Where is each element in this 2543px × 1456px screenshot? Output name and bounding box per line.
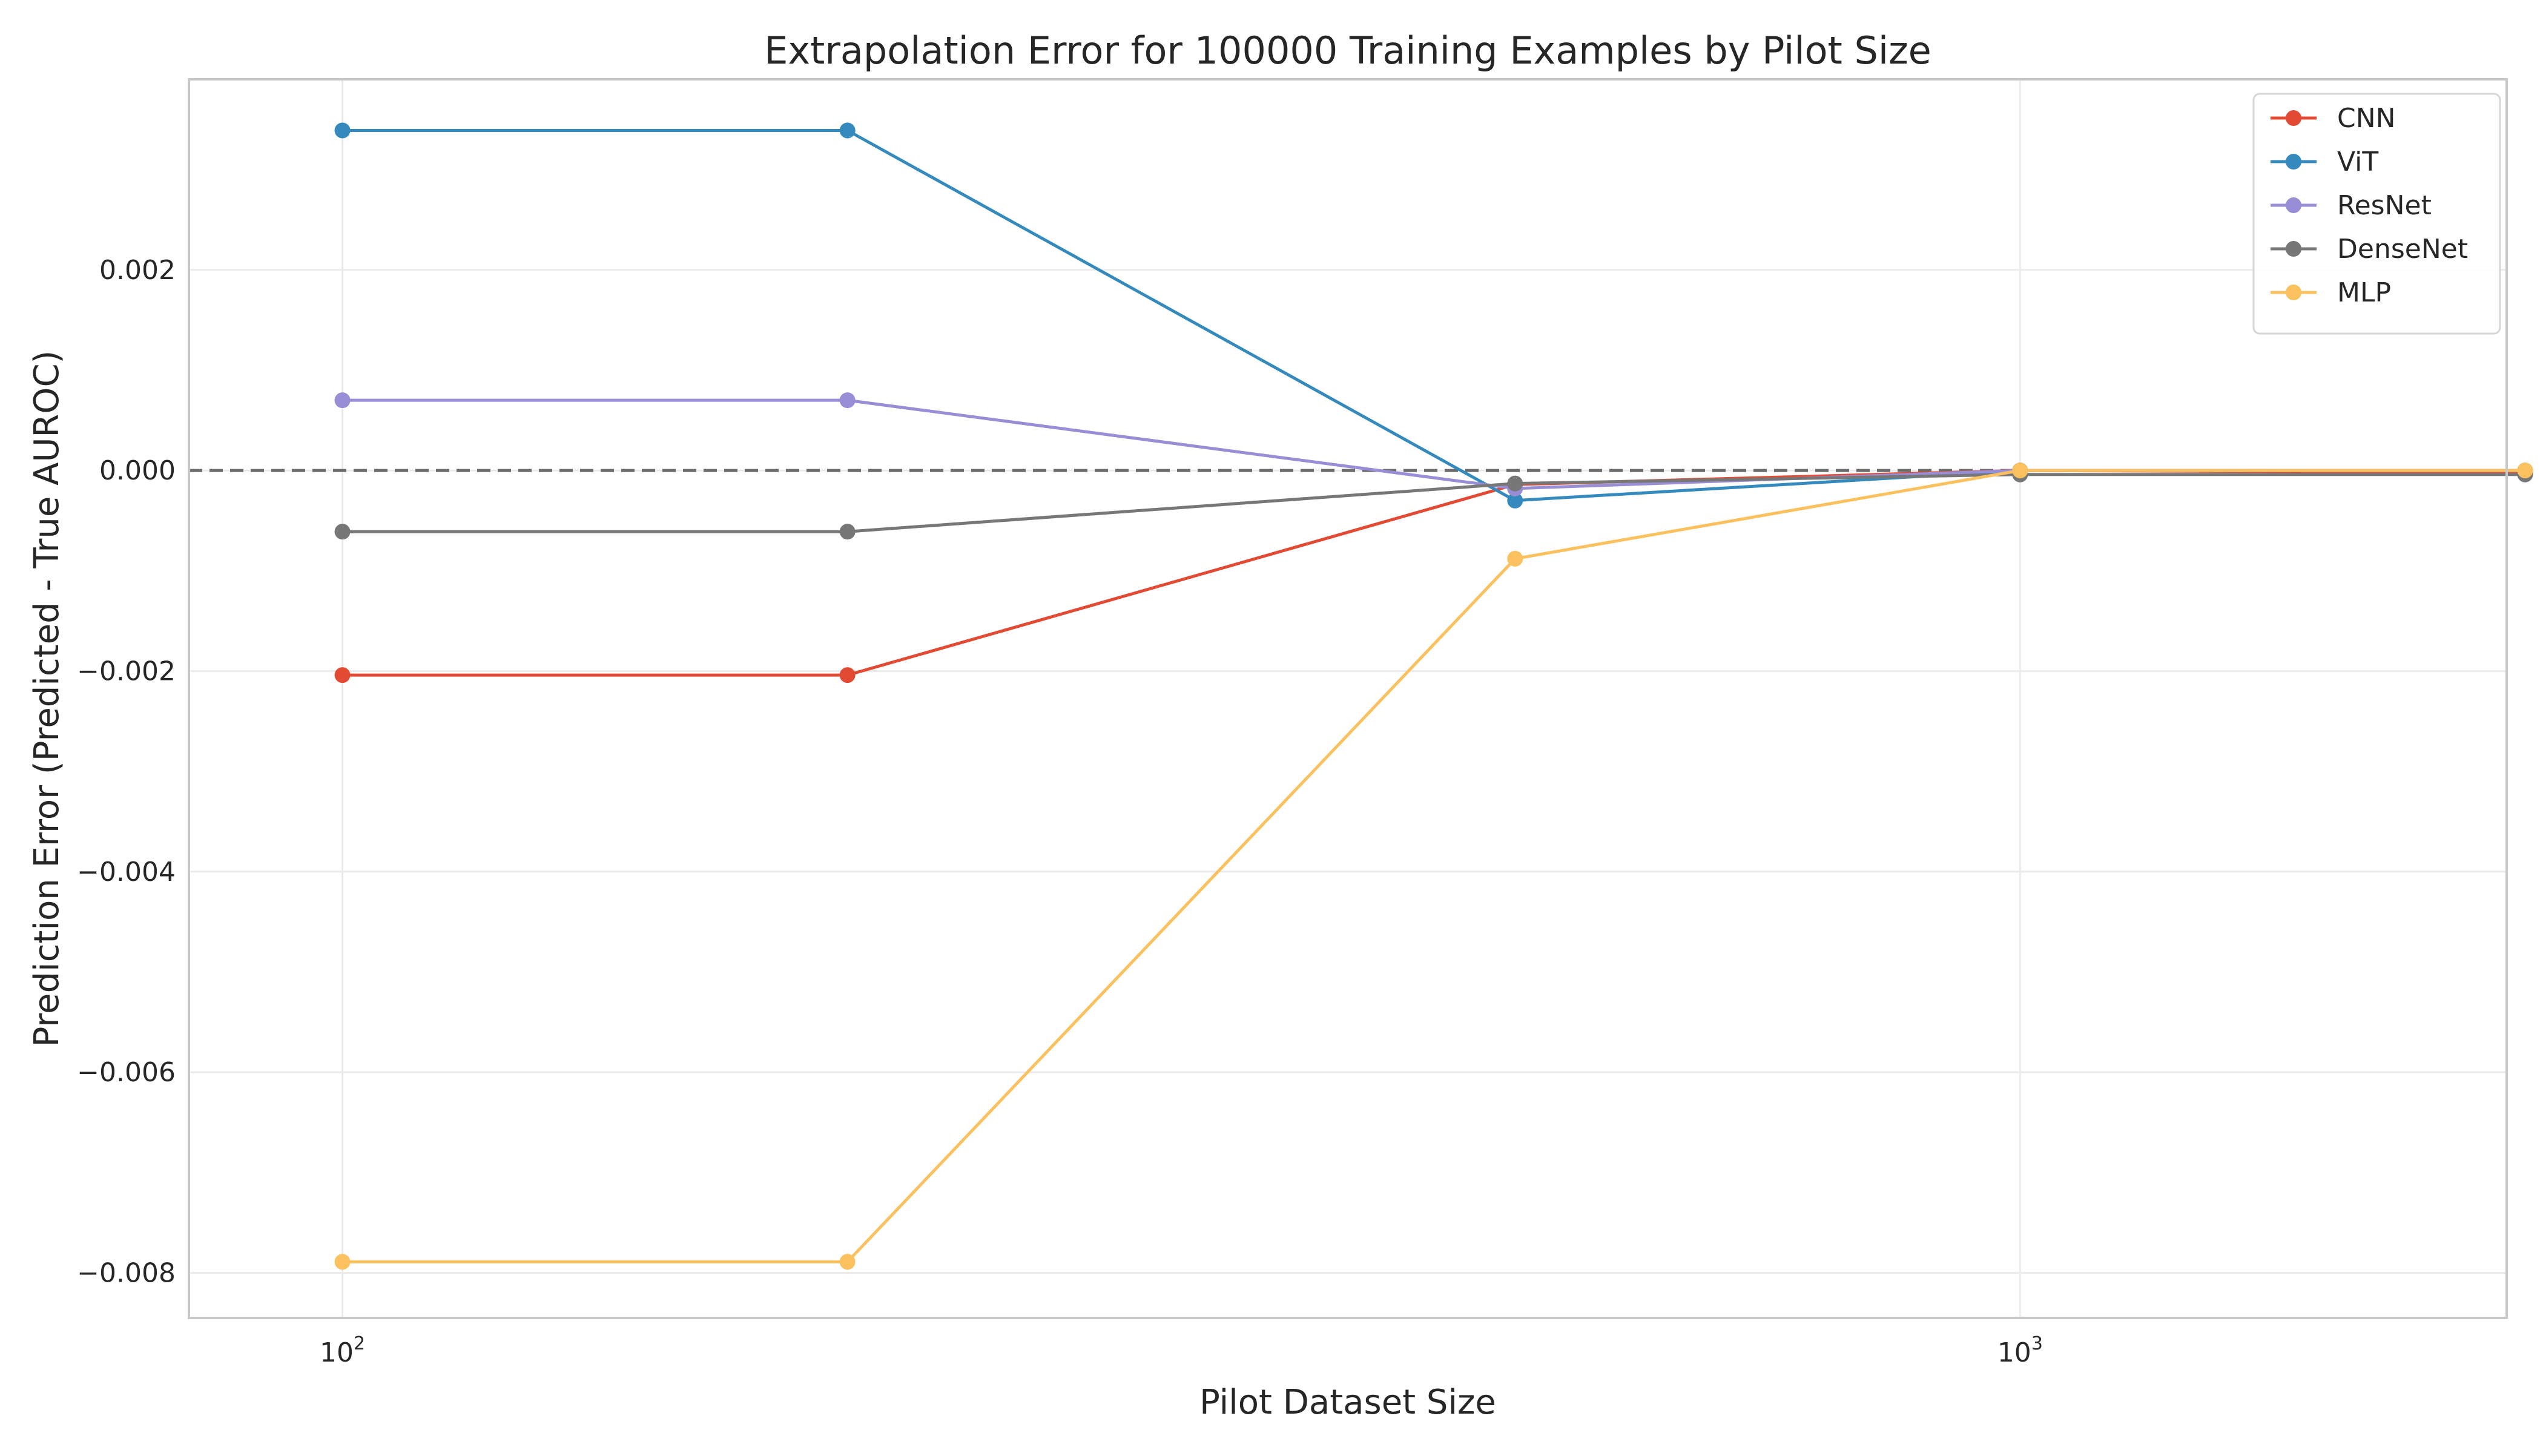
x-axis-label: Pilot Dataset Size (1199, 1383, 1496, 1422)
series-resnet (334, 392, 2533, 496)
x-tick-base: 10 (1997, 1337, 2031, 1368)
series-line-vit (342, 129, 2525, 502)
data-point-densenet (334, 524, 351, 540)
legend-label-densenet: DenseNet (2337, 234, 2468, 265)
legend-marker-mlp (2286, 285, 2301, 300)
data-point-mlp (1507, 550, 1523, 567)
series-line-densenet (342, 473, 2525, 533)
x-tick-exponent: 3 (2031, 1333, 2043, 1354)
y-tick-label: −0.004 (77, 857, 176, 888)
series-group (334, 122, 2533, 1270)
data-point-mlp (2012, 463, 2028, 479)
x-tick-label: 102 (320, 1333, 365, 1368)
grid (189, 79, 2507, 1318)
data-point-cnn (334, 667, 351, 684)
data-point-resnet (839, 392, 856, 409)
legend-label-vit: ViT (2337, 147, 2378, 177)
x-tick-exponent: 2 (354, 1333, 365, 1354)
data-point-vit (1507, 492, 1523, 509)
data-point-mlp (2517, 463, 2533, 479)
series-vit (334, 122, 2533, 509)
chart-title: Extrapolation Error for 100000 Training … (764, 28, 1931, 73)
data-point-vit (334, 122, 351, 139)
y-tick-label: −0.002 (77, 656, 176, 687)
legend-marker-cnn (2286, 110, 2301, 126)
x-tick-base: 10 (320, 1337, 354, 1368)
series-line-mlp (342, 469, 2525, 1263)
data-point-resnet (334, 392, 351, 409)
y-axis-label: Prediction Error (Predicted - True AUROC… (27, 351, 67, 1047)
series-mlp (334, 463, 2533, 1270)
data-point-densenet (839, 524, 856, 540)
y-tick-label: −0.008 (77, 1257, 176, 1288)
legend-label-resnet: ResNet (2337, 190, 2432, 221)
y-tick-label: −0.006 (77, 1057, 176, 1088)
data-point-cnn (839, 667, 856, 684)
legend-marker-densenet (2286, 241, 2301, 257)
data-point-mlp (334, 1254, 351, 1270)
x-axis-ticks: 102 103 (320, 1333, 2043, 1368)
plot-frame (188, 78, 2508, 1319)
legend-marker-resnet (2286, 197, 2301, 213)
y-axis-ticks: 0.002 0.000 −0.002 −0.004 −0.006 −0.008 (77, 255, 176, 1289)
y-tick-label: 0.002 (99, 255, 176, 286)
legend-label-mlp: MLP (2337, 277, 2391, 308)
legend: CNN ViT ResNet DenseNet MLP (2252, 93, 2501, 335)
data-point-densenet (1507, 475, 1523, 492)
x-tick-label: 103 (1997, 1333, 2043, 1368)
series-cnn (334, 463, 2533, 684)
legend-marker-vit (2286, 154, 2301, 170)
legend-box (2252, 93, 2501, 335)
y-tick-label: 0.000 (99, 455, 176, 486)
legend-label-cnn: CNN (2337, 103, 2396, 134)
data-point-vit (839, 122, 856, 139)
data-point-mlp (839, 1254, 856, 1270)
